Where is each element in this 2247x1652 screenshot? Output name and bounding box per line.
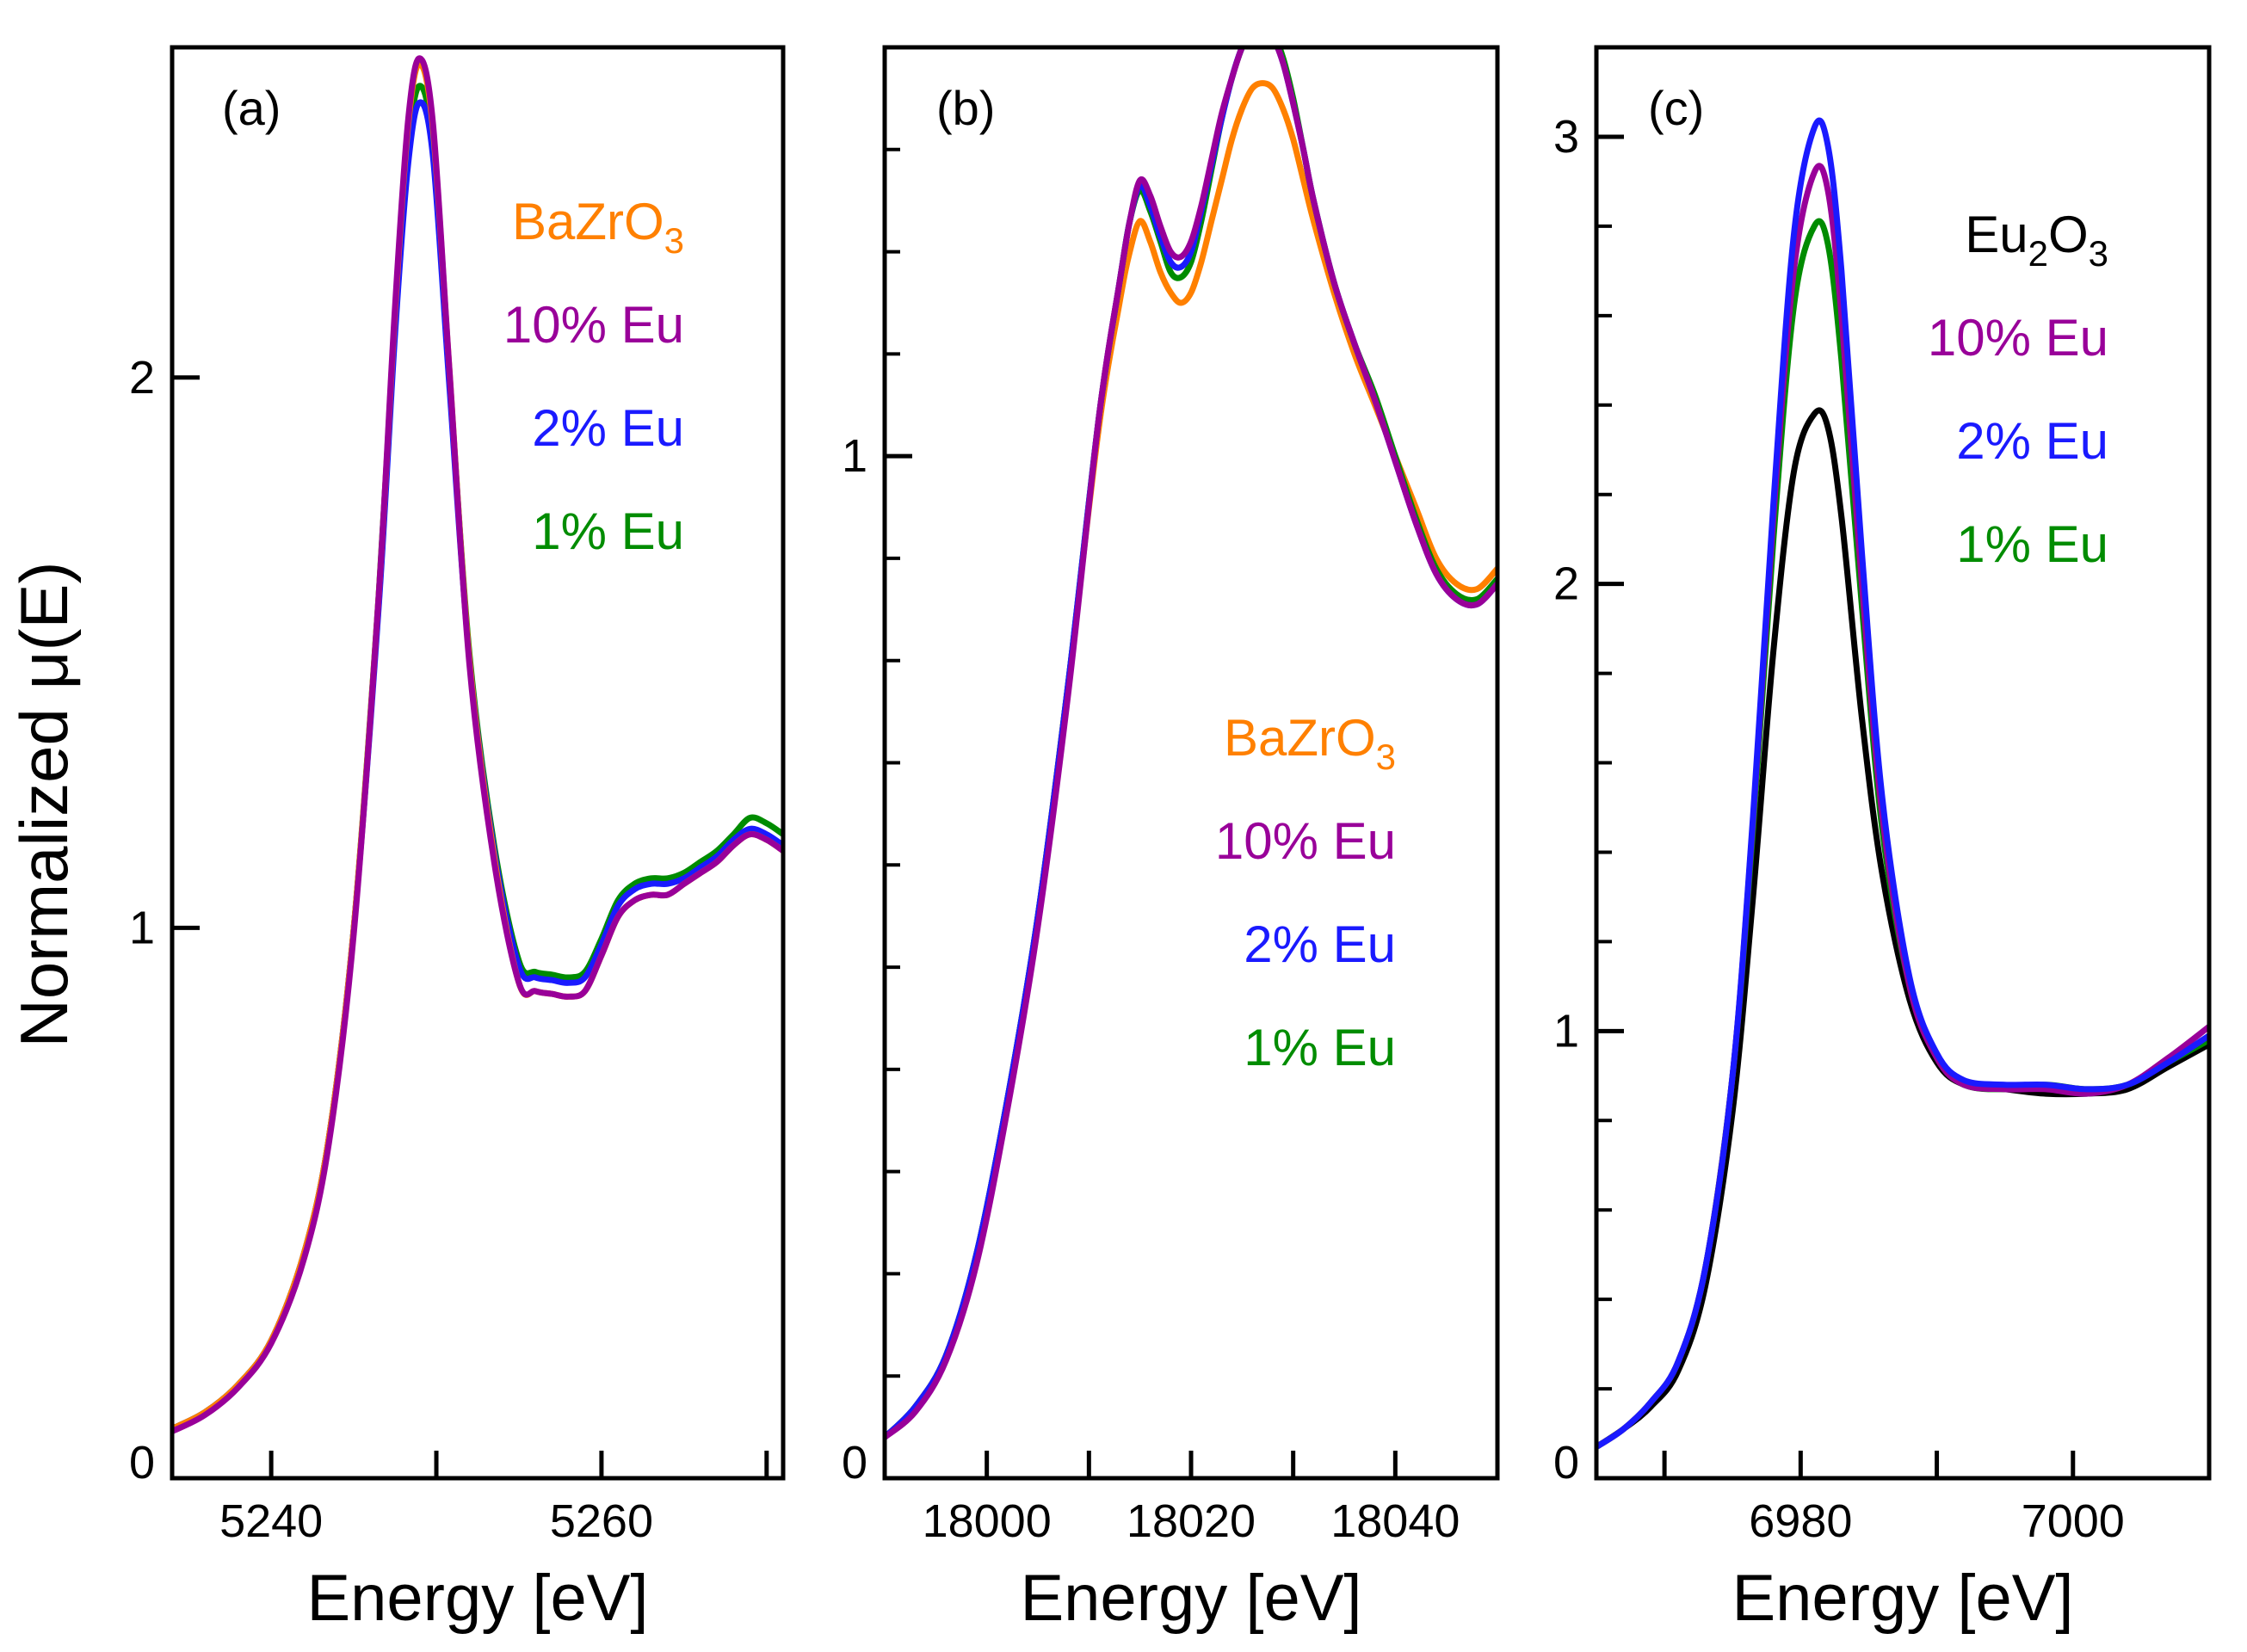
legend-entry-1pct-eu: 1% Eu [1244, 1019, 1396, 1076]
y-tick-label: 3 [1553, 111, 1579, 163]
plot-frame [170, 45, 786, 1481]
legend-entry-2pct-eu: 2% Eu [532, 399, 684, 457]
series-group [885, 47, 1497, 1440]
legend-entry-2pct-eu: 2% Eu [1244, 915, 1396, 973]
y-tick-label: 0 [842, 1437, 867, 1489]
legend-entry-10pct-eu: 10% Eu [1928, 309, 2108, 367]
x-tick-label: 7000 [2022, 1495, 2125, 1547]
x-axis-label: Energy [eV] [1732, 1562, 2073, 1635]
series-line-10pct-eu [885, 47, 1497, 1440]
panel-label: (a) [222, 81, 281, 135]
series-line-2pct-eu [1596, 117, 2209, 1451]
legend-entry-1pct-eu: 1% Eu [532, 502, 684, 560]
panel-a: 0 1 2 5240 5260 Energy [eV] (a) BaZrO3 10% Eu 2% … [129, 45, 786, 1635]
y-axis-label: Normalized μ(E) [6, 561, 82, 1047]
y-tick-label: 2 [129, 352, 155, 404]
legend-entry-1pct-eu: 1% Eu [1956, 515, 2108, 573]
legend-entry-2pct-eu: 2% Eu [1956, 412, 2108, 470]
x-tick-label: 6980 [1749, 1495, 1852, 1547]
y-tick-label: 0 [129, 1437, 155, 1489]
panel-b: 0 1 18000 18020 18040 Energy [eV] (b) BaZrO3 10%… [842, 45, 1500, 1635]
y-tick-label: 2 [1553, 558, 1579, 610]
legend-entry-10pct-eu: 10% Eu [503, 296, 684, 354]
x-axis-label: Energy [eV] [306, 1562, 648, 1635]
x-tick-label: 18040 [1330, 1495, 1460, 1547]
legend-entry-eu2o3: Eu2O3 [1965, 206, 2108, 274]
x-tick-label: 18000 [923, 1495, 1052, 1547]
series-group [1596, 117, 2209, 1451]
x-tick-label: 5240 [219, 1495, 323, 1547]
y-tick-label: 1 [129, 902, 155, 953]
y-tick-label: 1 [1553, 1005, 1579, 1057]
panel-label: (b) [936, 81, 995, 135]
y-tick-label: 1 [842, 430, 867, 482]
panel-c: 0 1 2 3 6980 7000 Energy [eV] (c) Eu2O3 10% Eu 2% … [1553, 45, 2212, 1635]
x-tick-label: 5260 [550, 1495, 653, 1547]
x-tick-label: 18020 [1127, 1495, 1256, 1547]
series-group [172, 55, 783, 1435]
legend-entry-bazro3: BaZrO3 [1224, 709, 1396, 777]
legend-entry-10pct-eu: 10% Eu [1215, 812, 1396, 870]
legend-entry-bazro3: BaZrO3 [512, 193, 684, 261]
x-axis-label: Energy [eV] [1020, 1562, 1361, 1635]
series-line-10pct-eu [172, 55, 783, 1435]
panel-label: (c) [1648, 81, 1704, 135]
y-tick-label: 0 [1553, 1437, 1579, 1489]
